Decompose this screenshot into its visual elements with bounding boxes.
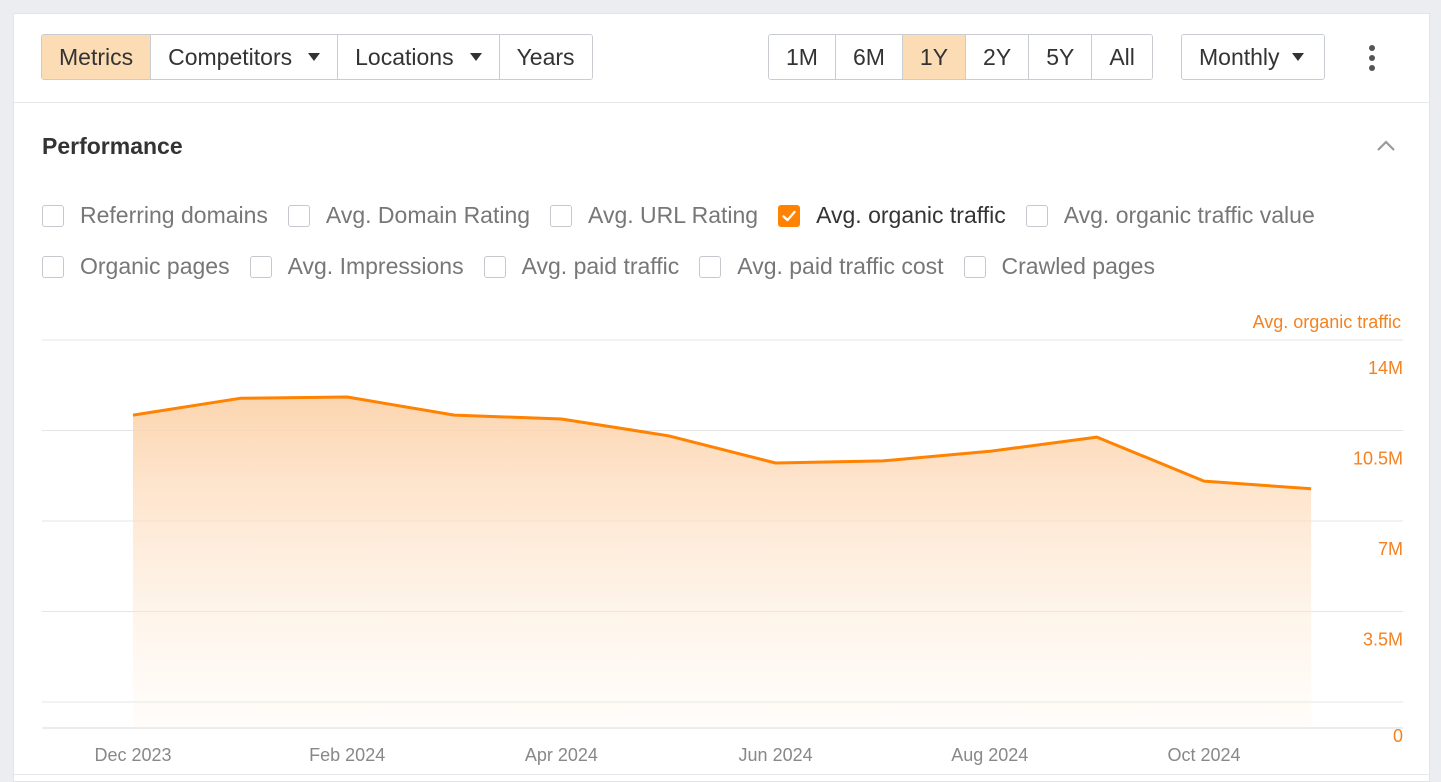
metric-avg-url-rating[interactable]: Avg. URL Rating <box>550 202 758 229</box>
checkbox-icon[interactable] <box>1025 204 1048 227</box>
metric-label: Avg. paid traffic cost <box>737 253 944 279</box>
data-point <box>239 397 242 400</box>
metric-crawled-pages[interactable]: Crawled pages <box>963 253 1155 280</box>
metric-label: Avg. Domain Rating <box>325 202 531 228</box>
checkbox-icon[interactable] <box>42 255 64 278</box>
checkbox-checked-icon[interactable] <box>778 204 801 227</box>
tab-competitors[interactable]: Competitors <box>151 35 339 79</box>
data-point <box>346 396 349 399</box>
tab-years[interactable]: Years <box>499 35 592 79</box>
data-point <box>988 450 991 453</box>
metric-label: Crawled pages <box>1001 253 1155 279</box>
data-point <box>132 414 135 417</box>
range-5y-button[interactable]: 5Y <box>1029 35 1093 79</box>
metric-avg-impressions[interactable]: Avg. Impressions <box>249 253 464 280</box>
tab-label: Metrics <box>59 43 134 70</box>
x-tick-label: Aug 2024 <box>951 745 1028 765</box>
interval-group: Monthly <box>1181 34 1325 80</box>
checkbox-icon[interactable] <box>249 255 272 278</box>
checkbox-icon[interactable] <box>483 255 506 278</box>
y-tick-label: 10.5M <box>1353 449 1403 469</box>
data-point <box>881 459 884 462</box>
metrics-row-1: Referring domains Avg. Domain Rating Avg. … <box>42 202 1335 229</box>
view-mode-group: Metrics Competitors Locations Years <box>41 34 593 80</box>
data-point <box>1310 487 1313 490</box>
data-point <box>1095 436 1098 439</box>
x-tick-label: Oct 2024 <box>1167 745 1240 765</box>
metric-avg-organic-traffic-value[interactable]: Avg. organic traffic value <box>1025 202 1315 229</box>
section-title: Performance <box>42 133 183 159</box>
x-tick-label: Feb 2024 <box>309 745 385 765</box>
x-tick-label: Apr 2024 <box>525 745 598 765</box>
more-options-icon[interactable] <box>1360 45 1384 71</box>
organic-traffic-chart: 0 3.5M 7M 10.5M 14M Dec 2023 Feb 2024 Apr 2024 J… <box>42 339 1403 765</box>
metric-avg-paid-traffic[interactable]: Avg. paid traffic <box>483 253 680 280</box>
data-point <box>560 418 563 421</box>
x-tick-label: Dec 2023 <box>94 745 171 765</box>
metric-label: Avg. paid traffic <box>521 253 680 279</box>
metric-label: Referring domains <box>80 202 268 228</box>
x-tick-label: Jun 2024 <box>739 745 813 765</box>
tab-label: Competitors <box>168 43 293 70</box>
tab-label: Years <box>516 43 575 70</box>
metrics-row-2: Organic pages Avg. Impressions Avg. paid t… <box>42 253 1175 280</box>
y-tick-label: 3.5M <box>1363 630 1403 650</box>
series-line <box>132 395 1312 491</box>
checkbox-icon[interactable] <box>550 204 573 227</box>
metric-organic-pages[interactable]: Organic pages <box>42 253 230 280</box>
checkbox-icon[interactable] <box>963 255 986 278</box>
metric-avg-domain-rating[interactable]: Avg. Domain Rating <box>287 202 531 229</box>
range-6m-button[interactable]: 6M <box>835 35 903 79</box>
interval-label: Monthly <box>1199 43 1280 70</box>
series-axis-title: Avg. organic traffic <box>1252 312 1401 332</box>
metric-label: Avg. organic traffic <box>816 202 1006 228</box>
metric-referring-domains[interactable]: Referring domains <box>42 202 268 229</box>
date-range-group: 1M 6M 1Y 2Y 5Y All <box>768 34 1153 80</box>
range-1m-button[interactable]: 1M <box>769 35 836 79</box>
divider <box>14 774 1429 775</box>
chevron-down-icon <box>1291 53 1304 61</box>
data-point <box>1203 480 1206 483</box>
checkbox-icon[interactable] <box>699 255 722 278</box>
series-area <box>133 397 1312 728</box>
chevron-down-icon <box>469 53 482 61</box>
metric-label: Avg. URL Rating <box>588 202 759 228</box>
metric-avg-paid-traffic-cost[interactable]: Avg. paid traffic cost <box>699 253 944 280</box>
chevron-up-icon[interactable] <box>1376 135 1396 155</box>
range-2y-button[interactable]: 2Y <box>966 35 1030 79</box>
range-1y-button[interactable]: 1Y <box>902 35 967 79</box>
chevron-down-icon <box>308 53 321 61</box>
y-tick-label: 7M <box>1378 539 1403 559</box>
metric-avg-organic-traffic[interactable]: Avg. organic traffic <box>778 202 1006 229</box>
data-point <box>667 434 670 437</box>
tab-locations[interactable]: Locations <box>338 35 500 79</box>
y-tick-label: 0 <box>1393 726 1403 746</box>
metric-label: Avg. organic traffic value <box>1063 202 1315 228</box>
toolbar: Metrics Competitors Locations Years 1M 6M 1Y 2… <box>14 14 1429 103</box>
performance-panel: Metrics Competitors Locations Years 1M 6M 1Y 2… <box>13 13 1430 782</box>
tab-metrics[interactable]: Metrics <box>42 35 152 79</box>
interval-dropdown[interactable]: Monthly <box>1182 35 1324 79</box>
checkbox-icon[interactable] <box>42 204 64 227</box>
metric-label: Organic pages <box>80 253 230 279</box>
metric-label: Avg. Impressions <box>287 253 464 279</box>
data-point <box>453 414 456 417</box>
tab-label: Locations <box>355 43 454 70</box>
y-tick-label: 14M <box>1368 358 1403 378</box>
data-point <box>774 462 777 465</box>
range-all-button[interactable]: All <box>1092 35 1152 79</box>
checkbox-icon[interactable] <box>287 204 310 227</box>
